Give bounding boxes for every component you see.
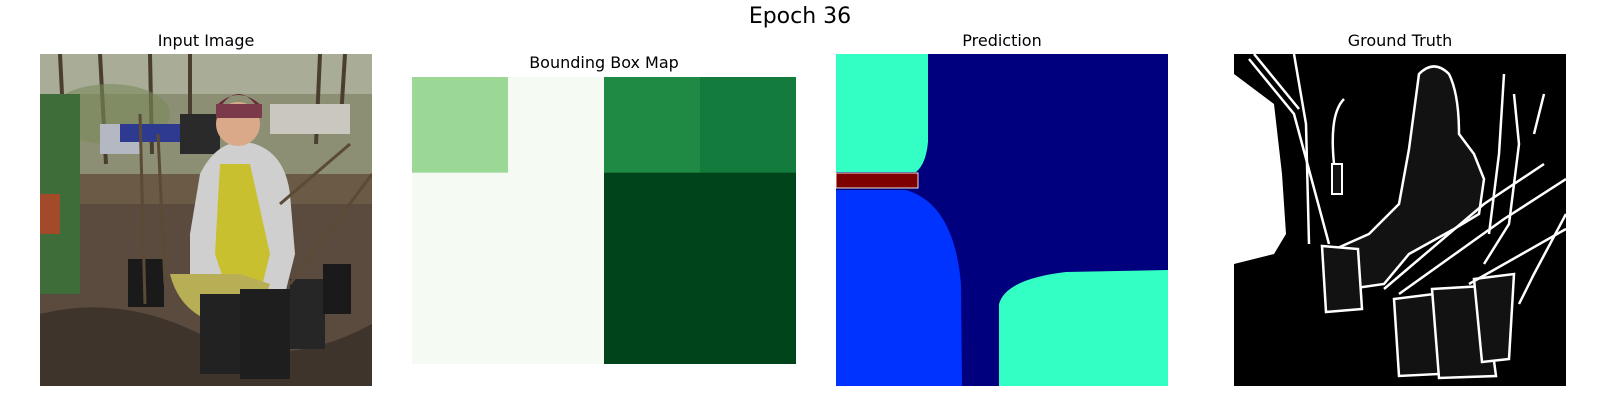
input-image <box>40 54 372 386</box>
bounding-box-map-title: Bounding Box Map <box>529 53 679 72</box>
ground-truth-title: Ground Truth <box>1347 31 1453 50</box>
bbox-cell-2-0 <box>412 268 509 364</box>
figure-title: Epoch 36 <box>748 4 852 29</box>
prediction-map <box>836 54 1168 386</box>
prediction-region-red <box>836 172 919 189</box>
bbox-cell-0-1 <box>508 77 605 174</box>
ground-truth-mask <box>1234 54 1566 386</box>
prediction-region-bottom-right <box>999 270 1168 386</box>
bounding-box-map <box>412 77 796 364</box>
bbox-cell-0-0 <box>412 77 509 174</box>
prediction-title: Prediction <box>962 31 1042 50</box>
bbox-cell-1-1 <box>508 172 605 269</box>
input-image-title: Input Image <box>157 31 255 50</box>
prediction-region-top-left <box>836 54 928 172</box>
bbox-cell-0-2 <box>604 77 701 174</box>
bbox-cell-1-2 <box>604 172 701 269</box>
bbox-cell-1-3 <box>700 172 796 269</box>
ground-truth-white-region <box>1234 74 1286 264</box>
bbox-cell-2-2 <box>604 268 701 364</box>
prediction-region-bottom-left <box>836 190 962 386</box>
bbox-cell-2-1 <box>508 268 605 364</box>
bbox-cell-1-0 <box>412 172 509 269</box>
bbox-cell-2-3 <box>700 268 796 364</box>
bbox-cell-0-3 <box>700 77 796 174</box>
